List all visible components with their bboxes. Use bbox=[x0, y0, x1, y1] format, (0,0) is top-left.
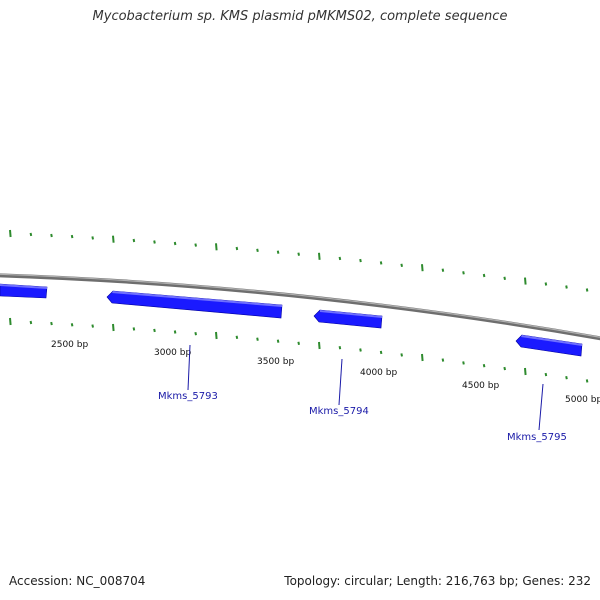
outer-tick-major bbox=[112, 235, 115, 243]
inner-tick-minor bbox=[544, 372, 548, 377]
label-connector bbox=[338, 358, 343, 406]
inner-tick-major bbox=[421, 353, 424, 362]
inner-tick-minor bbox=[441, 358, 445, 362]
accession-text: Accession: NC_008704 bbox=[9, 574, 146, 588]
inner-tick-minor bbox=[173, 330, 177, 334]
outer-tick-minor bbox=[297, 252, 300, 256]
gene-label-mkms-5793[interactable]: Mkms_5793 bbox=[158, 391, 218, 402]
outer-tick-minor bbox=[276, 250, 280, 254]
gene-label-mkms-5794[interactable]: Mkms_5794 bbox=[309, 406, 369, 417]
scale-label-5000: 5000 bp bbox=[565, 395, 600, 405]
inner-tick-major bbox=[524, 367, 527, 376]
inner-tick-major bbox=[9, 317, 12, 326]
outer-tick-major bbox=[9, 229, 12, 238]
gene-feature-mkms-5793[interactable] bbox=[106, 290, 283, 319]
label-connector bbox=[187, 344, 191, 391]
outer-tick-minor bbox=[441, 268, 445, 272]
outer-tick-minor bbox=[585, 288, 589, 292]
inner-tick-minor bbox=[400, 353, 403, 357]
inner-tick-minor bbox=[379, 350, 383, 355]
outer-tick-major bbox=[318, 252, 321, 260]
outer-tick-major bbox=[421, 264, 424, 272]
outer-tick-minor bbox=[462, 271, 465, 275]
plasmid-backbone bbox=[0, 273, 600, 341]
scale-label-3500: 3500 bp bbox=[257, 357, 294, 367]
gene-feature[interactable] bbox=[0, 283, 48, 299]
scale-label-3000: 3000 bp bbox=[154, 348, 191, 358]
outer-tick-major bbox=[215, 243, 218, 251]
gene-feature-mkms-5794[interactable] bbox=[313, 309, 383, 329]
inner-tick-minor bbox=[503, 366, 506, 371]
inner-tick-minor bbox=[338, 346, 342, 350]
scale-label-4500: 4500 bp bbox=[462, 381, 499, 391]
inner-tick-minor bbox=[235, 335, 239, 339]
inner-tick-minor bbox=[565, 376, 568, 380]
inner-tick-row bbox=[9, 317, 589, 383]
inner-tick-minor bbox=[194, 332, 197, 336]
outer-tick-minor bbox=[359, 258, 362, 263]
outer-tick-minor bbox=[482, 273, 486, 278]
outer-tick-major bbox=[524, 277, 527, 285]
scale-label-4000: 4000 bp bbox=[360, 368, 397, 378]
outer-tick-minor bbox=[256, 248, 259, 252]
inner-tick-minor bbox=[153, 328, 156, 333]
inner-tick-minor bbox=[50, 321, 53, 326]
gene-feature-mkms-5795[interactable] bbox=[515, 334, 583, 357]
map-title: Mycobacterium sp. KMS plasmid pMKMS02, c… bbox=[92, 9, 508, 24]
inner-tick-minor bbox=[297, 341, 300, 345]
outer-tick-minor bbox=[503, 276, 506, 280]
sequence-summary: Topology: circular; Length: 216,763 bp; … bbox=[284, 574, 591, 588]
outer-tick-minor bbox=[70, 234, 74, 239]
inner-tick-major bbox=[318, 341, 321, 350]
inner-tick-major bbox=[112, 323, 115, 332]
inner-tick-minor bbox=[276, 339, 280, 343]
outer-tick-minor bbox=[194, 243, 197, 247]
inner-tick-minor bbox=[256, 337, 259, 341]
outer-tick-minor bbox=[173, 241, 177, 246]
outer-tick-minor bbox=[544, 282, 548, 286]
inner-tick-minor bbox=[132, 327, 136, 331]
inner-tick-minor bbox=[359, 348, 362, 352]
scale-label-2500: 2500 bp bbox=[51, 340, 88, 350]
outer-tick-minor bbox=[400, 263, 403, 267]
inner-tick-minor bbox=[70, 323, 74, 327]
outer-tick-minor bbox=[379, 261, 383, 265]
inner-tick-minor bbox=[91, 324, 94, 328]
outer-tick-minor bbox=[50, 233, 53, 238]
inner-tick-major bbox=[215, 331, 218, 340]
label-connector bbox=[538, 383, 544, 431]
inner-tick-minor bbox=[29, 320, 33, 325]
outer-tick-minor bbox=[29, 232, 33, 237]
outer-tick-row bbox=[9, 229, 589, 292]
outer-tick-minor bbox=[153, 240, 156, 244]
outer-tick-minor bbox=[235, 246, 239, 251]
outer-tick-minor bbox=[91, 236, 94, 240]
outer-tick-minor bbox=[338, 256, 342, 261]
inner-tick-minor bbox=[462, 361, 465, 365]
inner-tick-minor bbox=[482, 364, 486, 368]
gene-label-mkms-5795[interactable]: Mkms_5795 bbox=[507, 432, 567, 443]
outer-tick-minor bbox=[132, 238, 136, 243]
inner-tick-minor bbox=[585, 379, 589, 383]
outer-tick-minor bbox=[565, 285, 568, 289]
